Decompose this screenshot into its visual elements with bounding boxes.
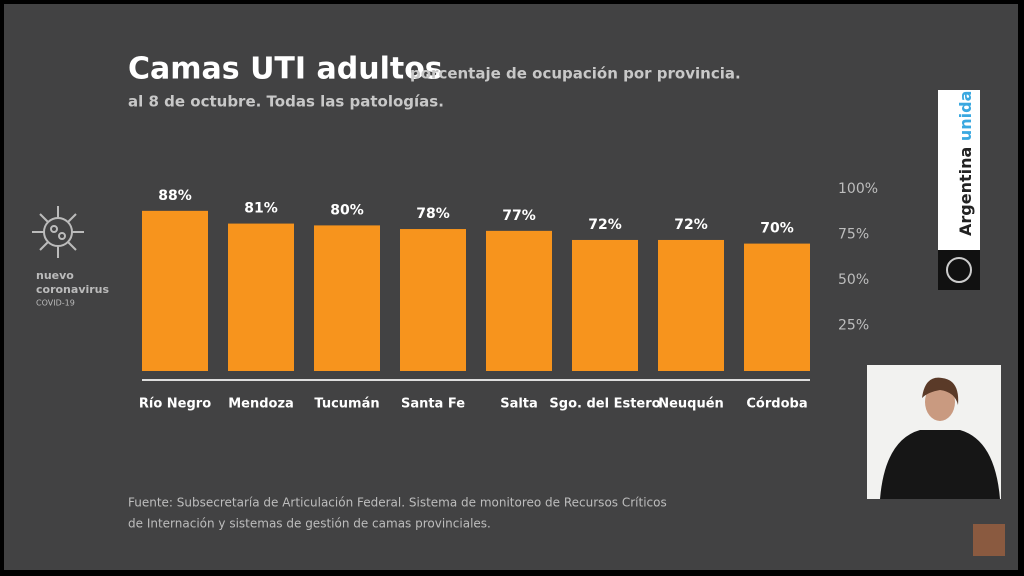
value-label: 81%: [244, 201, 278, 217]
bar: [744, 243, 810, 371]
logo-text: coronavirus: [36, 283, 110, 296]
value-label: 70%: [760, 221, 794, 237]
x-tick-label: Salta: [500, 397, 538, 412]
x-tick-label: Río Negro: [139, 397, 211, 412]
bar: [486, 230, 552, 371]
y-tick-label: 100%: [838, 181, 878, 197]
value-label: 80%: [330, 202, 364, 218]
brand-word: unida: [956, 91, 975, 142]
value-label: 72%: [588, 217, 622, 233]
bar: [572, 239, 638, 371]
logo-text: nuevo: [36, 269, 74, 282]
logo-text: COVID-19: [36, 299, 75, 308]
virus-logo: [32, 206, 84, 258]
y-tick-label: 75%: [838, 227, 869, 243]
brand-seal: [946, 257, 972, 283]
x-tick-label: Santa Fe: [401, 397, 465, 412]
brand-seal-box: [938, 250, 980, 290]
subtitle: al 8 de octubre. Todas las patologías.: [128, 93, 444, 111]
x-tick-label: Sgo. del Estero: [549, 397, 660, 412]
y-tick-label: 25%: [838, 318, 869, 334]
interpreter-video: [867, 365, 1001, 499]
source-note: Fuente: Subsecretaría de Articulación Fe…: [128, 496, 667, 510]
bar: [314, 225, 380, 371]
source-note: de Internación y sistemas de gestión de …: [128, 517, 491, 531]
subtitle: porcentaje de ocupación por provincia.: [410, 65, 741, 83]
y-tick-label: 50%: [838, 272, 869, 288]
x-tick-label: Neuquén: [658, 397, 724, 412]
bar: [142, 210, 208, 371]
bar: [400, 229, 466, 371]
x-tick-label: Mendoza: [228, 397, 294, 412]
bar: [228, 223, 294, 371]
chart-title: Camas UTI adultos: [128, 52, 443, 87]
value-label: 88%: [158, 188, 192, 204]
brand-word: Argentina: [956, 147, 975, 236]
x-tick-label: Córdoba: [746, 397, 807, 412]
brand-text: Argentina unida: [956, 91, 975, 236]
bar: [658, 239, 724, 371]
value-label: 77%: [502, 208, 536, 224]
x-tick-label: Tucumán: [314, 397, 379, 412]
thumbnail: [973, 524, 1005, 556]
value-label: 78%: [416, 206, 450, 222]
value-label: 72%: [674, 217, 708, 233]
